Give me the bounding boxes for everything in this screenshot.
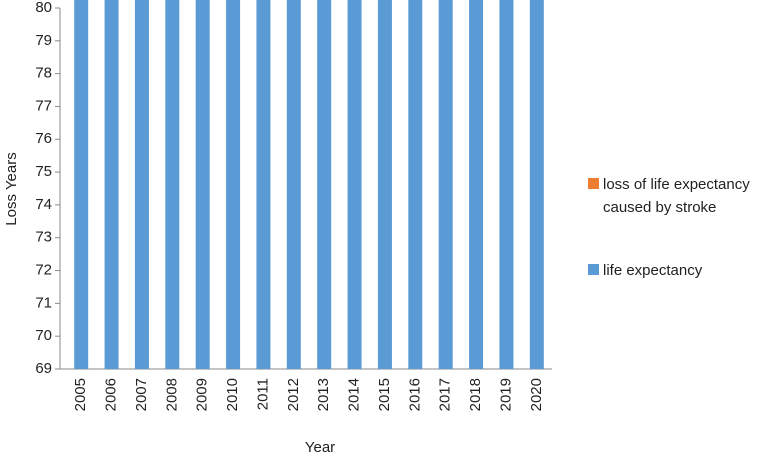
y-tick-label: 73 (35, 229, 52, 246)
bar-segment (347, 0, 362, 369)
legend-label: loss of life expectancy caused by stroke (603, 176, 750, 216)
y-tick-label: 78 (35, 65, 52, 82)
bar-segment (377, 0, 392, 369)
x-tick-label: 2020 (528, 378, 545, 411)
bar-segment (408, 0, 423, 369)
x-tick-label: 2007 (133, 378, 150, 411)
y-tick-label: 74 (35, 196, 52, 213)
bar-segment (134, 0, 149, 369)
x-tick-label: 2015 (376, 378, 393, 411)
bar-segment (195, 0, 210, 369)
bar-segment (256, 0, 271, 369)
x-tick-label: 2010 (224, 378, 241, 411)
legend-swatch (588, 178, 599, 189)
x-tick-label: 2009 (194, 378, 211, 411)
x-tick-label: 2014 (346, 378, 363, 411)
x-tick-label: 2008 (163, 378, 180, 411)
bar-segment (165, 0, 180, 369)
y-tick-label: 71 (35, 294, 52, 311)
y-tick-label: 75 (35, 163, 52, 180)
x-tick-label: 2012 (285, 378, 302, 411)
x-tick-label: 2005 (72, 378, 89, 411)
x-tick-label: 2006 (103, 378, 120, 411)
legend-swatch (588, 264, 599, 275)
y-tick-label: 77 (35, 97, 52, 114)
y-tick-label: 69 (35, 360, 52, 377)
x-tick-label: 2018 (467, 378, 484, 411)
y-tick-label: 76 (35, 130, 52, 147)
legend-label: life expectancy (603, 262, 703, 279)
bar-segment (317, 0, 332, 369)
bar-segment (74, 0, 89, 369)
y-tick-label: 79 (35, 32, 52, 49)
x-tick-label: 2013 (315, 378, 332, 411)
x-axis-title: Year (305, 439, 335, 456)
x-tick-label: 2019 (497, 378, 514, 411)
x-tick-label: 2017 (437, 378, 454, 411)
bar-segment (286, 0, 301, 369)
y-tick-label: 80 (35, 0, 52, 16)
bar-segment (469, 0, 484, 369)
bar-segment (226, 0, 241, 369)
y-axis-title: Loss Years (3, 152, 20, 225)
bar-segment (438, 0, 453, 369)
bar-segment (499, 0, 514, 369)
x-tick-label: 2016 (406, 378, 423, 411)
bar-segment (529, 0, 544, 369)
y-tick-label: 70 (35, 327, 52, 344)
x-tick-label: 2011 (254, 378, 271, 410)
bar-segment (104, 0, 119, 369)
y-tick-label: 72 (35, 262, 52, 279)
